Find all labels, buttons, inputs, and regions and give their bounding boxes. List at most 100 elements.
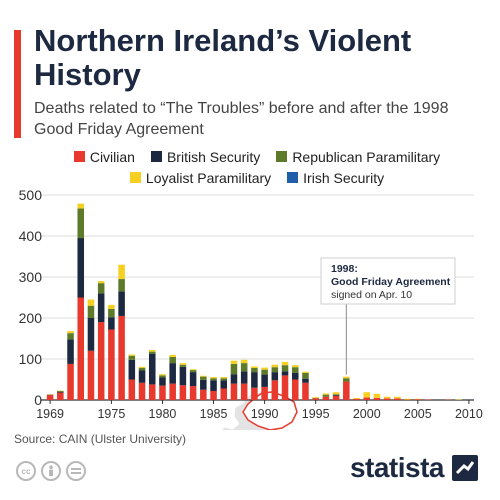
bar-segment [271,364,279,368]
bar-segment [138,368,146,371]
bar-segment [169,383,176,400]
bar-segment [281,371,289,376]
legend-swatch [129,172,141,183]
x-tick-label: 1969 [36,407,64,421]
bar-segment [57,390,64,392]
source-note: Source: CAIN (Ulster University) [14,432,187,446]
bar-segment [128,359,136,380]
bar-segment [159,374,166,376]
x-tick-label: 1975 [97,407,125,421]
bar-segment [373,397,381,400]
bar-segment [148,384,156,400]
bar-segment [189,369,197,371]
bar-segment [67,333,74,340]
bar-segment [118,264,125,280]
legend-swatch [73,151,85,162]
x-tick-label: 2000 [353,407,381,421]
bar-segment [57,392,64,400]
bar-segment [210,378,217,381]
bar-segment [281,365,289,372]
legend-label: Republican Paramilitary [292,148,441,165]
bar-segment [159,385,166,400]
bar-segment [77,203,85,209]
bar-segment [189,386,197,400]
bar-segment [302,372,309,379]
legend-swatch [287,172,299,183]
bar-segment [138,382,146,400]
bar-segment [87,318,95,351]
legend: Civilian British Security Republican Param… [32,146,482,188]
legend-item: Republican Paramilitary [276,149,440,165]
bar-segment [291,367,299,373]
bar-segment [179,366,187,386]
bar-segment [169,356,176,364]
bar-segment [108,304,115,309]
bar-segment [220,377,228,379]
brand-logo[interactable]: statista [350,452,478,484]
bar-segment [322,396,330,400]
bar-segment [332,394,340,396]
y-tick-label: 500 [19,187,43,203]
bar-segment [302,382,309,400]
bar-segment [230,383,238,400]
bar-segment [148,351,156,354]
equals-icon[interactable] [66,461,86,481]
bar-segment [189,370,197,373]
bar-segment [200,375,207,377]
bar-segment [261,386,268,400]
bar-segment [97,283,105,294]
bar-segment [312,397,319,398]
legend-label: Civilian [89,148,135,165]
statista-logo-icon [452,455,478,481]
bar-segment [251,368,258,373]
bar-segment [343,376,350,379]
x-tick-label: 2005 [404,407,432,421]
axes: 0 100 200 300 400 500 1969 1975 1980 1985 1990 1995… [19,187,483,421]
bar-segment [159,377,166,386]
person-icon[interactable] [41,461,61,481]
cc-icon[interactable]: cc [16,461,36,481]
bar-segment [179,385,187,400]
bar-segment [87,299,95,306]
x-tick-label: 1990 [251,407,279,421]
bar-segment [200,376,207,380]
bar-segment [97,293,105,323]
bar-segment [383,398,391,400]
bar-segment [189,372,197,387]
legend-row: Civilian British Security Republican Param… [32,146,482,167]
bar-segment [128,355,136,360]
bar-segment [261,369,268,375]
annotation-line-2: Good Friday Agreement [331,276,451,288]
bar-segment [220,380,228,389]
bar-segment [97,322,105,400]
x-tick-label: 1980 [149,407,177,421]
y-tick-label: 100 [19,351,43,367]
y-tick-label: 300 [19,269,43,285]
bar-segment [261,367,268,370]
stacked-bar-chart: 0 100 200 300 400 500 1969 1975 1980 1985 1990 1995… [19,187,483,430]
annotation: 1998: Good Friday Agreement signed on Ap… [320,257,456,375]
bar-segment [57,391,64,393]
bar-segment [251,387,258,400]
bar-segment [261,374,268,387]
legend-item: Loyalist Paramilitary [129,170,271,186]
bar-segment [353,397,360,399]
bar-segment [291,372,299,380]
bar-segment [179,363,187,365]
bar-segment [138,370,146,383]
title-accent-bar [14,30,21,138]
bar-segment [302,378,309,383]
chart-subtitle: Deaths related to “The Troubles” before … [34,100,449,138]
bar-segment [148,353,156,385]
bar-segment [322,394,330,397]
bar-segment [118,315,125,400]
bar-segment [363,397,371,400]
bar-segment [210,390,217,400]
bar-segment [128,354,136,356]
bar-segment [281,361,289,366]
legend-item: Civilian [73,148,135,165]
bar-segment [383,396,391,399]
annotation-box [320,257,456,305]
bar-segment [77,208,85,239]
bar-segment [210,380,217,391]
